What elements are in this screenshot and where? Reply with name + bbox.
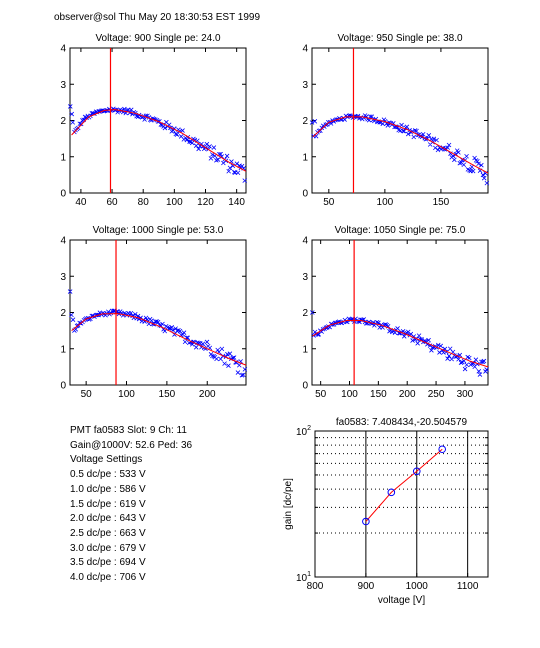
panel-2-title: Voltage: 950 Single pe: 38.0 [337, 33, 463, 44]
y-tick-label: 2 [302, 308, 308, 319]
setting-item: 2.5 dc/pe : 663 V [70, 527, 146, 539]
settings-title: Voltage Settings [70, 454, 143, 466]
panel-3-axes-box [69, 239, 247, 386]
setting-item: 4.0 dc/pe : 706 V [70, 572, 146, 584]
panel-4-fit-curve [312, 320, 489, 368]
x-tick-label: 800 [307, 581, 324, 592]
x-tick-label: 50 [323, 197, 335, 208]
panel-3-data-points [67, 289, 248, 378]
panel-1-axes-box [69, 47, 247, 194]
y-tick-label-exponent: 1 [307, 571, 311, 578]
pmt-line: PMT fa0583 Slot: 9 Ch: 11 [70, 425, 187, 436]
setting-item: 2.0 dc/pe : 643 V [70, 513, 146, 525]
panel-4-title: Voltage: 1050 Single pe: 75.0 [335, 225, 466, 236]
y-tick-label: 0 [60, 381, 66, 392]
y-tick-label: 3 [60, 80, 66, 91]
y-tick-label: 4 [60, 44, 66, 55]
gain-axes-box [314, 430, 489, 578]
x-tick-label: 300 [457, 389, 474, 400]
gain-data-point [362, 517, 370, 526]
y-tick-label: 0 [302, 189, 308, 200]
pmt-info-panel: PMT fa0583 Slot: 9 Ch: 11 Gain@1000V: 52… [70, 424, 192, 586]
y-tick-label: 4 [302, 236, 308, 247]
setting-item: 0.5 dc/pe : 533 V [70, 469, 146, 481]
y-tick-label: 0 [302, 381, 308, 392]
panel-1-fit-curve [71, 109, 247, 172]
panel-2-fit-curve [312, 116, 489, 174]
y-tick-label: 4 [302, 44, 308, 55]
x-tick-label: 250 [428, 389, 445, 400]
y-tick-label: 2 [60, 116, 66, 127]
panel-4-data-points [310, 310, 489, 377]
y-tick-label: 1 [302, 152, 308, 163]
y-tick-label: 3 [302, 80, 308, 91]
x-tick-label: 120 [197, 197, 214, 208]
x-tick-label: 900 [358, 581, 375, 592]
x-tick-label: 100 [341, 389, 358, 400]
y-tick-label: 1 [60, 344, 66, 355]
setting-item: 3.5 dc/pe : 694 V [70, 557, 146, 569]
setting-item: 1.5 dc/pe : 619 V [70, 498, 146, 510]
y-tick-label: 3 [302, 272, 308, 283]
header-text: observer@sol Thu May 20 18:30:53 EST 199… [54, 12, 261, 23]
x-tick-label: 80 [138, 197, 150, 208]
y-tick-label-base: 10 [296, 573, 308, 584]
y-tick-label: 2 [60, 308, 66, 319]
panel-3-title: Voltage: 1000 Single pe: 53.0 [93, 225, 224, 236]
y-tick-label-base: 10 [296, 427, 308, 438]
y-tick-label: 2 [302, 116, 308, 127]
gain-y-label: gain [dc/pe] [283, 478, 294, 530]
y-tick-label: 0 [60, 189, 66, 200]
y-tick-label: 3 [60, 272, 66, 283]
x-tick-label: 150 [433, 197, 450, 208]
gain-line: Gain@1000V: 52.6 Ped: 36 [70, 439, 193, 451]
panel-3-fit-curve [71, 313, 247, 366]
panel-1-data-points [67, 104, 248, 183]
x-tick-label: 100 [166, 197, 183, 208]
x-tick-label: 1000 [406, 581, 429, 592]
gain-data-point [412, 467, 421, 476]
x-tick-label: 40 [75, 197, 87, 208]
panel-1-title: Voltage: 900 Single pe: 24.0 [95, 33, 221, 44]
gain-fit-line [365, 448, 443, 522]
y-tick-label: 1 [302, 344, 308, 355]
x-tick-label: 150 [370, 389, 387, 400]
x-tick-label: 200 [399, 389, 416, 400]
x-tick-label: 150 [159, 389, 176, 400]
gain-x-label: voltage [V] [378, 595, 425, 606]
panel-2-data-points [309, 113, 490, 186]
gain-title: fa0583: 7.408434,-20.504579 [336, 417, 468, 428]
y-tick-label: 1 [60, 152, 66, 163]
x-tick-label: 50 [81, 389, 93, 400]
y-tick-label-exponent: 2 [307, 425, 311, 432]
setting-item: 3.0 dc/pe : 679 V [70, 542, 146, 554]
gain-data-point [387, 488, 396, 497]
x-tick-label: 140 [228, 197, 245, 208]
y-tick-label: 4 [60, 236, 66, 247]
x-tick-label: 100 [377, 197, 394, 208]
x-tick-label: 50 [315, 389, 327, 400]
gain-data-point [438, 445, 447, 454]
x-tick-label: 200 [199, 389, 216, 400]
x-tick-label: 100 [118, 389, 135, 400]
x-tick-label: 1100 [457, 581, 479, 592]
x-tick-label: 60 [106, 197, 118, 208]
y-tick-label: 102 [296, 425, 311, 438]
y-tick-label: 101 [296, 571, 311, 584]
setting-item: 1.0 dc/pe : 586 V [70, 483, 146, 495]
